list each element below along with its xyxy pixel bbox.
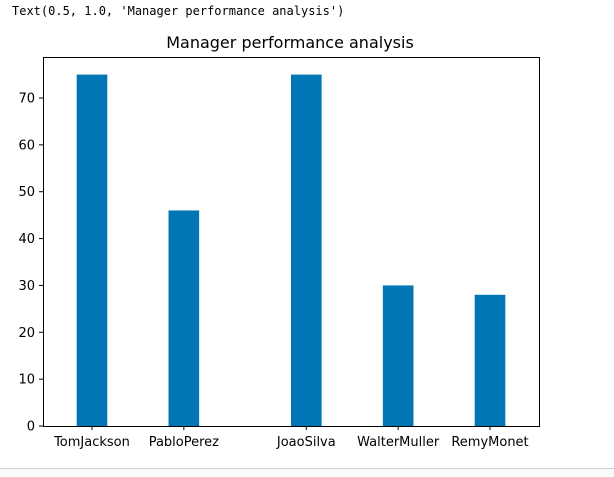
bar-joaosilva [291,74,322,426]
bar-tomjackson [76,74,108,426]
chart-title: Manager performance analysis [166,33,414,52]
bar-pabloperez [168,210,200,426]
bar-waltermuller [382,285,414,426]
bar-remymonet [474,294,506,426]
y-axis: 0 10 20 30 40 50 60 70 [18,92,43,435]
y-tick-label: 60 [18,138,35,153]
plot-frame [43,57,540,427]
output-repr-text: Text(0.5, 1.0, 'Manager performance anal… [12,4,345,18]
x-tick-label: RemyMonet [451,435,528,450]
bars [76,74,506,426]
y-tick-label: 70 [18,92,35,107]
y-tick-label: 0 [27,420,35,435]
cell-divider [0,468,614,477]
y-tick-label: 20 [18,326,35,341]
x-tick-label: WalterMuller [357,435,440,450]
x-tick-label: TomJackson [53,435,130,450]
x-axis: TomJackson PabloPerez JoaoSilva WalterMulle… [53,426,529,450]
y-tick-label: 30 [18,279,35,294]
x-tick-label: PabloPerez [149,435,219,450]
y-tick-label: 40 [18,232,35,247]
x-tick-label: JoaoSilva [276,435,336,450]
y-tick-label: 10 [18,373,35,388]
y-tick-label: 50 [18,185,35,200]
